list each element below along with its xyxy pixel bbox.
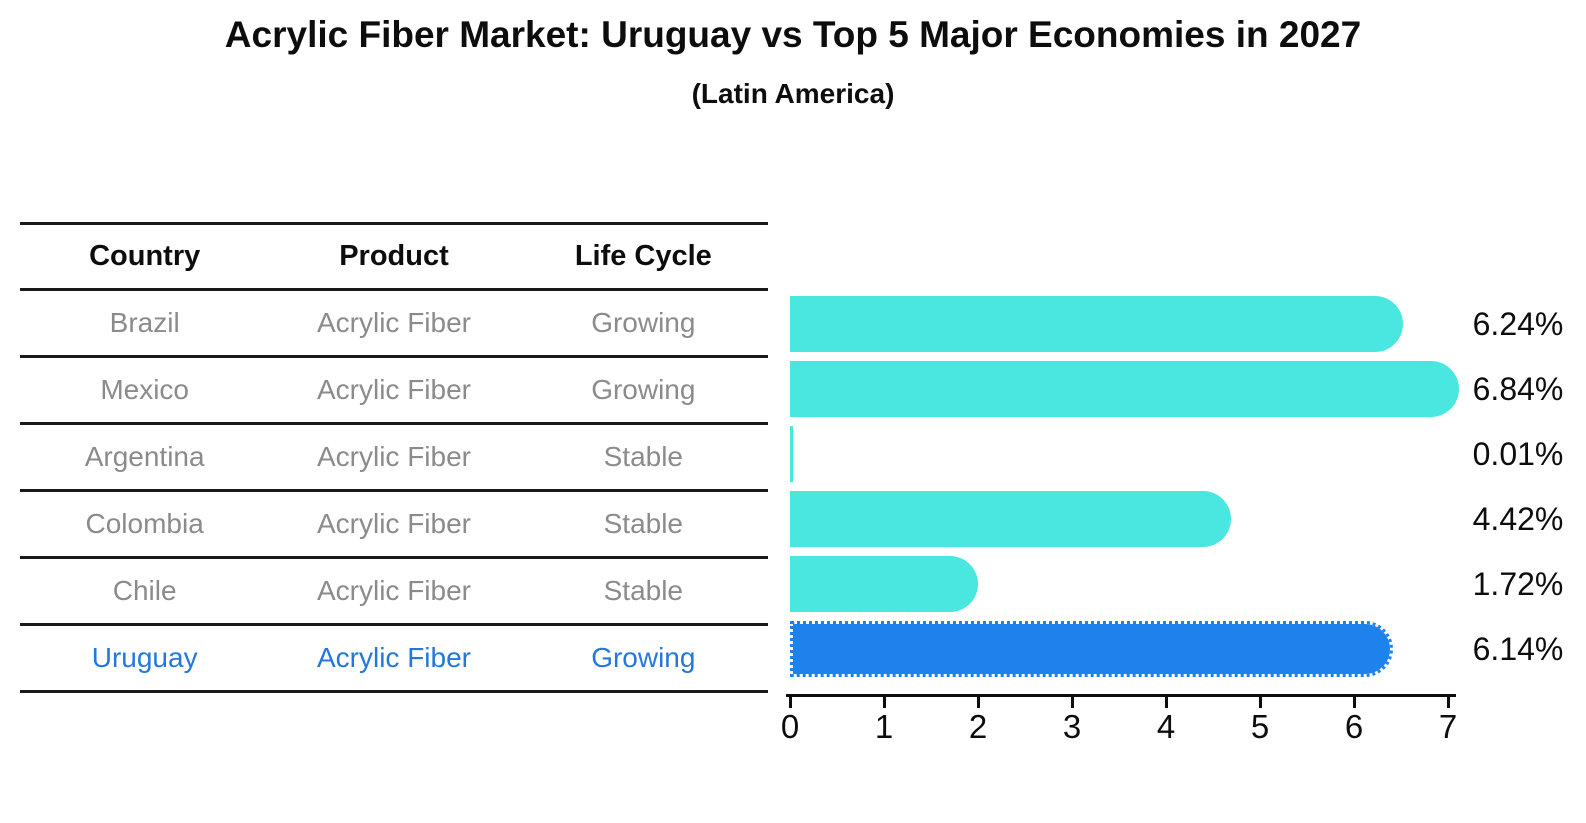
value-label-chile: 1.72% xyxy=(1472,566,1564,602)
x-tick-mark xyxy=(1353,694,1356,708)
product-cell: Acrylic Fiber xyxy=(316,642,471,673)
life-cycle-cell: Stable xyxy=(603,575,684,606)
value-label-colombia: 4.42% xyxy=(1472,501,1564,537)
table-row-colombia: Colombia Acrylic Fiber Stable xyxy=(20,492,768,559)
life-cycle-cell: Stable xyxy=(603,508,684,539)
table-header-country: Country xyxy=(89,240,201,272)
x-tick-label: 4 xyxy=(1156,708,1176,745)
value-label-uruguay: 6.14% xyxy=(1472,631,1564,667)
table-header-row: Country Product Life Cycle xyxy=(20,225,768,291)
table-row-mexico: Mexico Acrylic Fiber Growing xyxy=(20,358,768,425)
country-cell: Uruguay xyxy=(91,642,198,673)
value-label-mexico: 6.84% xyxy=(1472,371,1564,407)
x-tick-mark xyxy=(1447,694,1450,708)
bar-chile xyxy=(790,556,978,612)
x-tick-label: 5 xyxy=(1250,708,1270,745)
bar-uruguay xyxy=(790,621,1393,677)
x-tick-label: 7 xyxy=(1438,708,1458,745)
product-cell: Acrylic Fiber xyxy=(316,307,471,338)
x-tick-label: 1 xyxy=(874,708,894,745)
life-cycle-cell: Stable xyxy=(603,441,684,472)
value-label-argentina: 0.01% xyxy=(1472,436,1564,472)
country-cell: Brazil xyxy=(109,307,180,338)
product-cell: Acrylic Fiber xyxy=(316,374,471,405)
country-cell: Chile xyxy=(112,575,177,606)
x-tick-label: 6 xyxy=(1344,708,1364,745)
x-tick-mark xyxy=(1259,694,1262,708)
bar-colombia xyxy=(790,491,1231,547)
x-tick-mark xyxy=(789,694,792,708)
table-row-uruguay: Uruguay Acrylic Fiber Growing xyxy=(20,626,768,693)
x-tick-mark xyxy=(883,694,886,708)
x-tick-label: 3 xyxy=(1062,708,1082,745)
life-cycle-cell: Growing xyxy=(591,642,696,673)
product-cell: Acrylic Fiber xyxy=(316,575,471,606)
country-cell: Mexico xyxy=(100,374,190,405)
table-header-life-cycle: Life Cycle xyxy=(574,240,712,272)
chart-subtitle: (Latin America) xyxy=(691,78,895,109)
bar-brazil xyxy=(790,296,1403,352)
product-cell: Acrylic Fiber xyxy=(316,508,471,539)
table-row-brazil: Brazil Acrylic Fiber Growing xyxy=(20,291,768,358)
life-cycle-cell: Growing xyxy=(591,374,696,405)
life-cycle-cell: Growing xyxy=(591,307,696,338)
x-tick-mark xyxy=(1165,694,1168,708)
country-cell: Argentina xyxy=(84,441,205,472)
bar-mexico xyxy=(790,361,1459,417)
comparison-table: Country Product Life Cycle Brazil Acrylic… xyxy=(20,222,768,693)
value-label-brazil: 6.24% xyxy=(1472,306,1564,342)
x-axis-line xyxy=(786,694,1456,697)
x-tick-mark xyxy=(1071,694,1074,708)
table-row-chile: Chile Acrylic Fiber Stable xyxy=(20,559,768,626)
x-tick-mark xyxy=(977,694,980,708)
table-header-product: Product xyxy=(339,240,449,272)
table-row-argentina: Argentina Acrylic Fiber Stable xyxy=(20,425,768,492)
x-tick-label: 2 xyxy=(968,708,988,745)
product-cell: Acrylic Fiber xyxy=(316,441,471,472)
bar-argentina xyxy=(790,426,793,482)
table-body: Brazil Acrylic Fiber Growing Mexico Acrylic … xyxy=(20,291,768,693)
country-cell: Colombia xyxy=(85,508,204,539)
chart-title: Acrylic Fiber Market: Uruguay vs Top 5 M… xyxy=(224,14,1362,55)
x-tick-label: 0 xyxy=(780,708,800,745)
